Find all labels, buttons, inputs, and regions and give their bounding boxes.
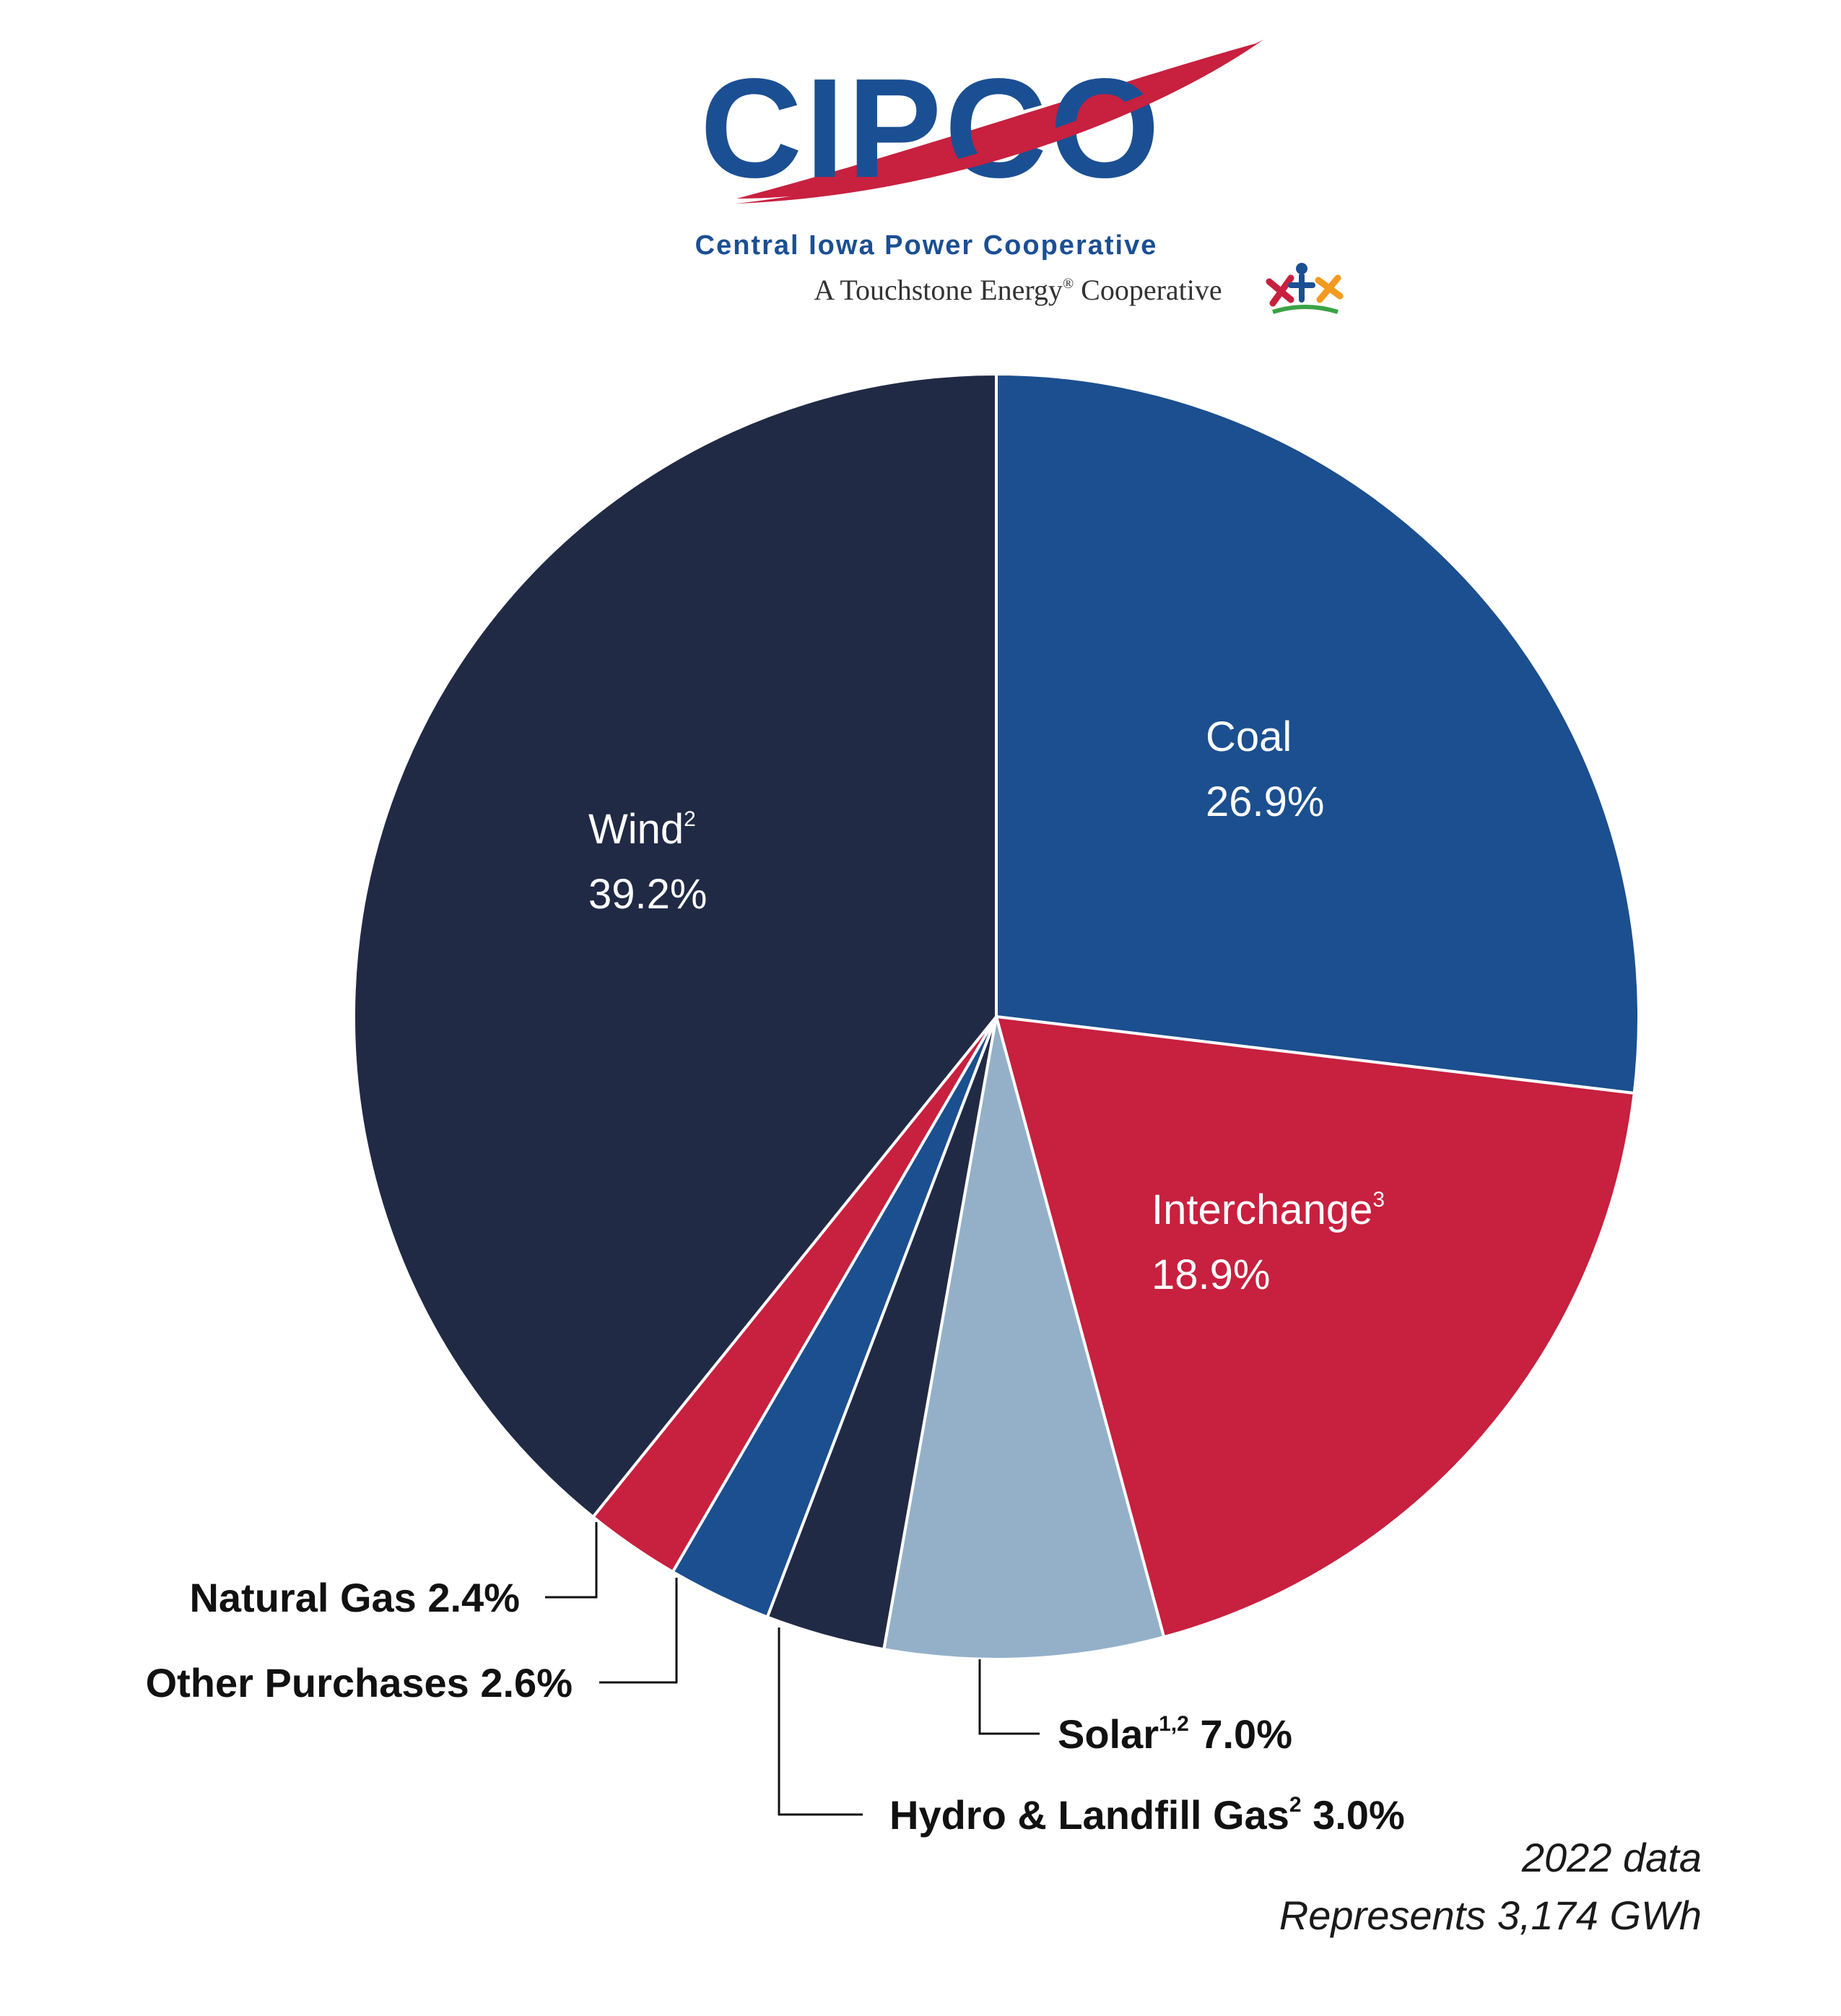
- logo-tagline-reg: ®: [1063, 276, 1074, 292]
- slice-value-interchange: 18.9%: [1152, 1251, 1270, 1298]
- slice-interchange: [995, 1015, 1636, 1639]
- data-year-note: 2022 data: [1521, 1835, 1702, 1880]
- slice-label-wind: Wind2: [588, 806, 696, 853]
- total-energy-note: Represents 3,174 GWh: [1279, 1893, 1702, 1938]
- callout-label-hydro-landfill-gas: Hydro & Landfill Gas2 3.0%: [889, 1792, 1405, 1838]
- logo-tagline-a: A Touchstone Energy: [814, 274, 1063, 306]
- touchstone-people-icon: [1266, 263, 1344, 314]
- leader-line-solar: [978, 1659, 1040, 1735]
- logo-swoosh: [736, 43, 1256, 199]
- slice-label-sup: 2: [684, 807, 696, 831]
- cipco-logo: CIPCO Central Iowa Power Cooperative A T…: [695, 40, 1344, 314]
- slice-label-sup: 3: [1372, 1188, 1385, 1212]
- slice-solar: [882, 1015, 1166, 1661]
- slice-value-wind: 39.2%: [588, 871, 707, 918]
- leader-line-other-purchases: [599, 1578, 678, 1684]
- slice-label-interchange: Interchange3: [1152, 1186, 1385, 1233]
- callout-label-sup: 2: [1289, 1793, 1302, 1817]
- callout-value: 7.0%: [1189, 1711, 1292, 1757]
- slice-label-coal: Coal: [1206, 713, 1292, 760]
- pie-slices: [352, 373, 1640, 1661]
- leader-line-natural-gas: [545, 1522, 598, 1599]
- callout-label-solar: Solar1,2 7.0%: [1058, 1711, 1292, 1757]
- inside-labels: Coal 26.9% Interchange3 18.9% Wind2 39.2%: [588, 713, 1385, 1298]
- slice-coal: [995, 373, 1640, 1095]
- logo-company-name: Central Iowa Power Cooperative: [695, 230, 1158, 261]
- slice-wind: [352, 373, 998, 1518]
- callout-label-sup: 1,2: [1159, 1712, 1189, 1736]
- leader-line-hydro-landfill-gas: [778, 1628, 863, 1816]
- callout-label-other-purchases: Other Purchases 2.6%: [146, 1660, 573, 1706]
- slice-value-coal: 26.9%: [1206, 778, 1324, 825]
- callout-label-natural-gas: Natural Gas 2.4%: [189, 1575, 520, 1620]
- logo-tagline: A Touchstone Energy® Cooperative: [814, 274, 1222, 306]
- logo-tagline-b: Cooperative: [1081, 274, 1222, 306]
- callout-value: 3.0%: [1302, 1792, 1405, 1838]
